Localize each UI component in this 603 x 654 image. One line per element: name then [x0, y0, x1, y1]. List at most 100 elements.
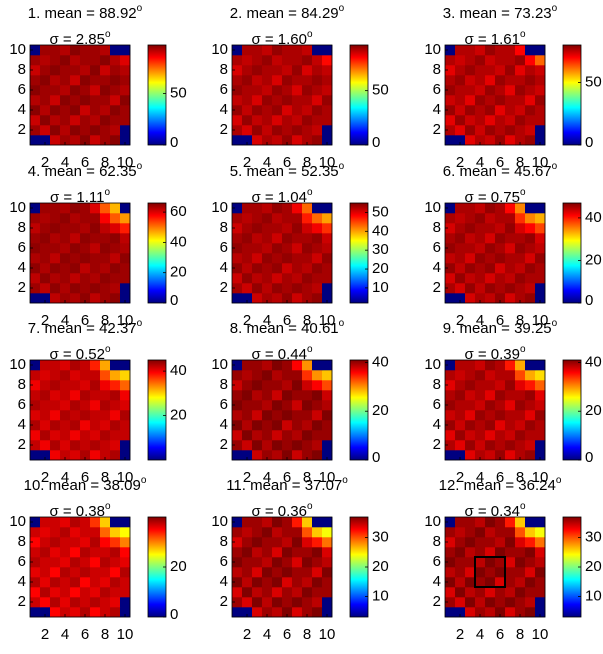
heatmap-cell: [292, 360, 303, 371]
x-tick-label: 2: [243, 626, 251, 643]
colorbar: [147, 202, 167, 304]
heatmap-cell: [80, 233, 91, 244]
heatmap-cell: [475, 273, 486, 284]
heatmap-cell: [90, 55, 101, 66]
heatmap-cell: [445, 233, 456, 244]
heatmap-cell: [232, 263, 243, 274]
colorbar-tick-label: 10: [372, 587, 389, 604]
heatmap-cell: [120, 233, 131, 244]
heatmap-cell: [242, 597, 253, 608]
x-tick-label: 4: [476, 154, 484, 171]
heatmap-cell: [495, 135, 506, 146]
heatmap-cell: [475, 203, 486, 214]
heatmap-cell: [455, 253, 466, 264]
heatmap-cell: [90, 233, 101, 244]
heatmap-cell: [232, 213, 243, 224]
heatmap-cell: [120, 283, 131, 294]
heatmap-cell: [30, 95, 41, 106]
heatmap-cell: [292, 607, 303, 618]
heatmap-cell: [282, 213, 293, 224]
heatmap-cell: [50, 273, 61, 284]
heatmap-cell: [525, 390, 536, 401]
colorbar-tick-label: 0: [372, 134, 380, 151]
heatmap-cell: [80, 105, 91, 116]
heatmap-cell: [232, 360, 243, 371]
heatmap-cell: [40, 95, 51, 106]
heatmap-cell: [30, 587, 41, 598]
heatmap-cell: [40, 567, 51, 578]
heatmap-cell: [262, 537, 273, 548]
heatmap-cell: [282, 55, 293, 66]
heatmap-cell: [30, 223, 41, 234]
heatmap-cell: [525, 273, 536, 284]
heatmap-cell: [60, 253, 71, 264]
heatmap-cell: [70, 233, 81, 244]
heatmap-cell: [455, 105, 466, 116]
heatmap-cell: [505, 517, 516, 528]
y-tick-label: 2: [220, 593, 228, 610]
heatmap-cell: [292, 65, 303, 76]
heatmap-cell: [80, 45, 91, 56]
heatmap-cell: [525, 400, 536, 411]
heatmap-cell: [535, 577, 546, 588]
heatmap-cell: [475, 233, 486, 244]
title-text: 1. mean = 88.92: [28, 5, 137, 22]
heatmap-cell: [70, 283, 81, 294]
heatmap-cell: [272, 577, 283, 588]
heatmap-cell: [90, 537, 101, 548]
heatmap-cell: [495, 607, 506, 618]
heatmap-cell: [485, 125, 496, 136]
heatmap-cell: [232, 273, 243, 284]
heatmap-cell: [282, 253, 293, 264]
heatmap-cell: [535, 450, 546, 461]
heatmap-cell: [322, 567, 333, 578]
heatmap-cell: [282, 283, 293, 294]
heatmap-cell: [272, 95, 283, 106]
heatmap-cell: [312, 527, 323, 538]
heatmap-cell: [70, 587, 81, 598]
heatmap-cell: [30, 547, 41, 558]
heatmap-cell: [485, 253, 496, 264]
heatmap-cell: [515, 400, 526, 411]
heatmap-cell: [495, 233, 506, 244]
heatmap-cell: [60, 450, 71, 461]
heatmap-cell: [505, 85, 516, 96]
heatmap-cell: [292, 517, 303, 528]
y-tick-label: 8: [433, 376, 441, 393]
x-tick-label: 10: [117, 469, 134, 486]
heatmap-cell: [455, 527, 466, 538]
heatmap-cell: [242, 115, 253, 126]
heatmap-cell: [445, 370, 456, 381]
heatmap-cell: [455, 65, 466, 76]
heatmap-cell: [445, 360, 456, 371]
heatmap-cell: [505, 360, 516, 371]
heatmap-cell: [120, 587, 131, 598]
x-tick-label: 10: [532, 312, 549, 329]
heatmap-cell: [292, 410, 303, 421]
heatmap-cell: [252, 203, 263, 214]
heatmap-cell: [272, 85, 283, 96]
heatmap-cell: [525, 213, 536, 224]
heatmap-cell: [292, 115, 303, 126]
heatmap-cell: [282, 527, 293, 538]
y-tick-label: 4: [220, 573, 228, 590]
heatmap-cell: [485, 95, 496, 106]
heatmap-cell: [80, 607, 91, 618]
heatmap-cell: [70, 420, 81, 431]
heatmap-cell: [535, 410, 546, 421]
heatmap-cell: [100, 567, 111, 578]
heatmap-cell: [110, 380, 121, 391]
heatmap-cell: [70, 105, 81, 116]
heatmap-cell: [110, 283, 121, 294]
heatmap-cell: [90, 135, 101, 146]
colorbar-tick-label: 0: [585, 134, 593, 151]
heatmap-cell: [232, 420, 243, 431]
heatmap-cell: [70, 45, 81, 56]
heatmap-cell: [252, 577, 263, 588]
colorbar-tick-label: 20: [585, 558, 602, 575]
heatmap-cell: [30, 597, 41, 608]
heatmap-cell: [475, 55, 486, 66]
heatmap-cell: [485, 380, 496, 391]
heatmap-cell: [262, 587, 273, 598]
heatmap-cell: [110, 105, 121, 116]
